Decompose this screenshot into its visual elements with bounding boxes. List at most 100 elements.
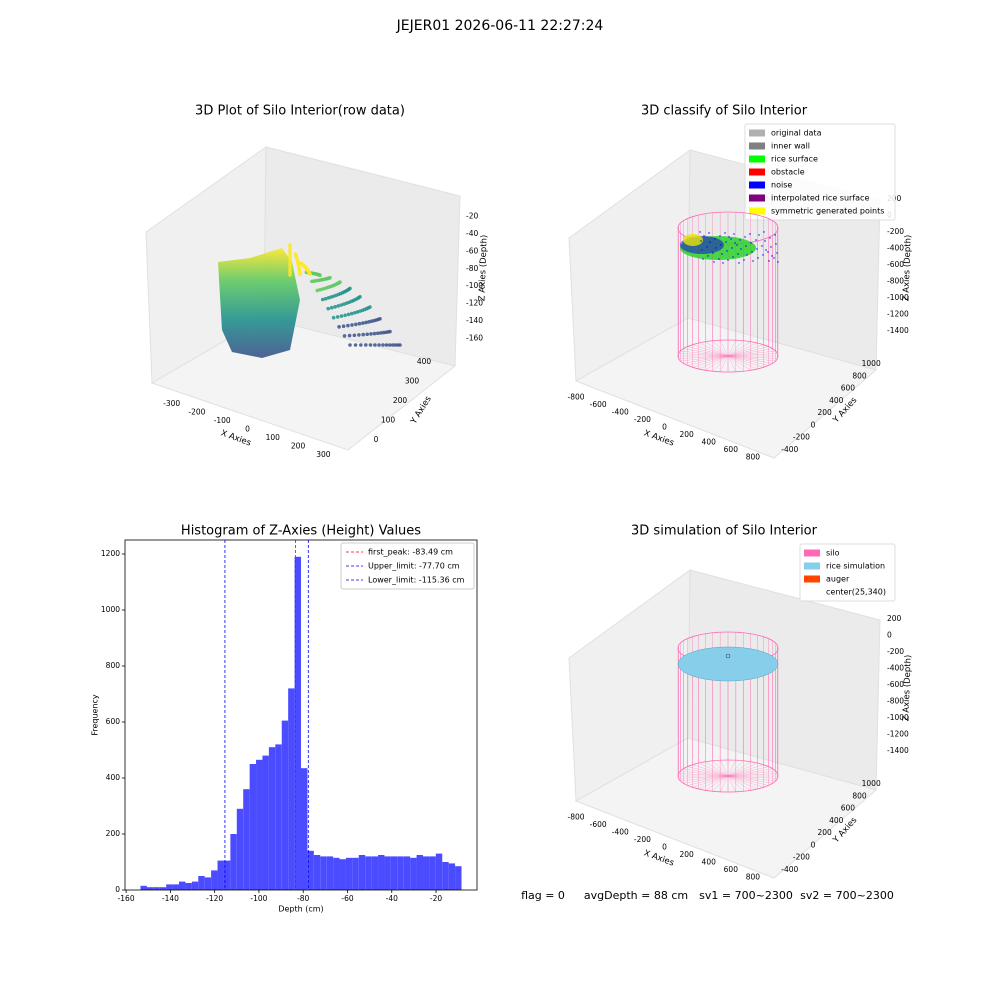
point xyxy=(358,295,362,299)
point xyxy=(348,286,352,291)
silo-spoke xyxy=(683,355,729,364)
silo-spoke xyxy=(712,355,729,372)
legend-label: rice surface xyxy=(771,155,818,164)
y-tick-label: 600 xyxy=(841,804,856,813)
noise-point xyxy=(725,241,727,243)
silo-spoke xyxy=(705,775,729,791)
z-tick-label: 200 xyxy=(887,614,902,623)
bar xyxy=(243,789,250,890)
bar xyxy=(403,856,411,890)
silo-spoke xyxy=(719,775,729,792)
silo-spoke xyxy=(727,350,776,357)
silo-spoke xyxy=(687,766,729,777)
legend-label: silo xyxy=(826,549,840,558)
noise-point xyxy=(730,238,732,240)
silo-spoke xyxy=(719,340,729,357)
noise-point xyxy=(706,246,708,248)
silo-spoke xyxy=(712,775,729,792)
rice-simulation xyxy=(677,646,779,682)
point xyxy=(361,332,365,337)
bar xyxy=(358,855,366,890)
bar xyxy=(307,850,314,890)
point xyxy=(352,310,357,315)
y-tick-label: 400 xyxy=(829,396,844,405)
noise-point xyxy=(718,258,720,260)
point xyxy=(350,323,354,327)
bar xyxy=(397,856,404,890)
x-tick-label: 600 xyxy=(724,445,739,454)
z-tick-label: -200 xyxy=(887,227,904,236)
z-tick-label: -1000 xyxy=(887,293,909,302)
bar xyxy=(230,834,237,890)
silo-spoke xyxy=(727,355,751,371)
noise-point xyxy=(756,248,758,250)
bar xyxy=(378,855,385,890)
x-tick-label: -20 xyxy=(430,894,442,903)
silo-spoke xyxy=(727,355,737,372)
noise-point xyxy=(702,258,704,260)
silo-spoke xyxy=(727,775,751,791)
point xyxy=(372,331,377,336)
point xyxy=(373,343,377,347)
legend-label: auger xyxy=(826,575,850,584)
point xyxy=(338,280,342,284)
noise-point xyxy=(738,262,740,264)
y-tick-label: 200 xyxy=(818,408,833,417)
silo-spoke xyxy=(687,346,729,357)
z-tick-label: -40 xyxy=(466,229,478,238)
legend-label: original data xyxy=(771,129,822,138)
legend-label: first_peak: -83.49 cm xyxy=(368,548,453,557)
legend-label: Lower_limit: -115.36 cm xyxy=(368,576,465,585)
legend-swatch xyxy=(749,129,765,137)
point xyxy=(346,323,350,328)
silo-spoke xyxy=(687,355,729,366)
noise-point xyxy=(758,234,760,236)
bar xyxy=(371,856,379,890)
point xyxy=(337,325,341,329)
x-tick-label: -60 xyxy=(341,894,353,903)
noise-point xyxy=(750,242,752,244)
x-tick-label: 200 xyxy=(291,441,306,450)
point xyxy=(381,343,385,347)
silo-spoke xyxy=(719,355,729,372)
legend-swatch xyxy=(804,562,820,570)
z-tick-label: -1200 xyxy=(887,309,909,318)
noise-point xyxy=(707,255,709,257)
bar xyxy=(339,859,346,890)
legend-swatch xyxy=(749,181,765,189)
noise-point xyxy=(724,232,726,234)
noise-point xyxy=(745,245,747,247)
silo-spoke xyxy=(727,342,758,357)
bar xyxy=(442,862,449,890)
point xyxy=(390,343,395,347)
z-tick-label: -60 xyxy=(466,246,478,255)
z-tick-label: -1000 xyxy=(887,713,909,722)
legend-label: rice simulation xyxy=(826,562,885,571)
silo-spoke xyxy=(727,766,769,777)
silo-spoke xyxy=(727,341,751,357)
noise-point xyxy=(739,239,741,241)
noise-point xyxy=(727,259,729,261)
point xyxy=(378,331,383,335)
silo-spoke xyxy=(712,340,729,357)
silo-spoke xyxy=(678,773,729,777)
bar xyxy=(191,881,199,890)
noise-point xyxy=(719,235,721,237)
noise-point xyxy=(714,238,716,240)
bar xyxy=(217,860,224,890)
point xyxy=(357,321,362,326)
z-tick-label: -1400 xyxy=(887,746,909,755)
silo-spoke xyxy=(678,355,729,359)
status-text: sv2 = 700~2300 xyxy=(800,889,894,902)
x-tick-label: -140 xyxy=(162,894,179,903)
y-tick-label: 100 xyxy=(381,416,396,425)
bar xyxy=(288,688,295,890)
silo-spoke xyxy=(727,340,744,357)
legend-swatch xyxy=(749,194,765,202)
legend-box xyxy=(340,542,475,590)
noise-point xyxy=(765,249,767,251)
noise-point xyxy=(721,253,723,255)
point xyxy=(348,343,352,347)
silo-spoke xyxy=(705,761,729,777)
x-tick-label: 0 xyxy=(662,423,667,432)
